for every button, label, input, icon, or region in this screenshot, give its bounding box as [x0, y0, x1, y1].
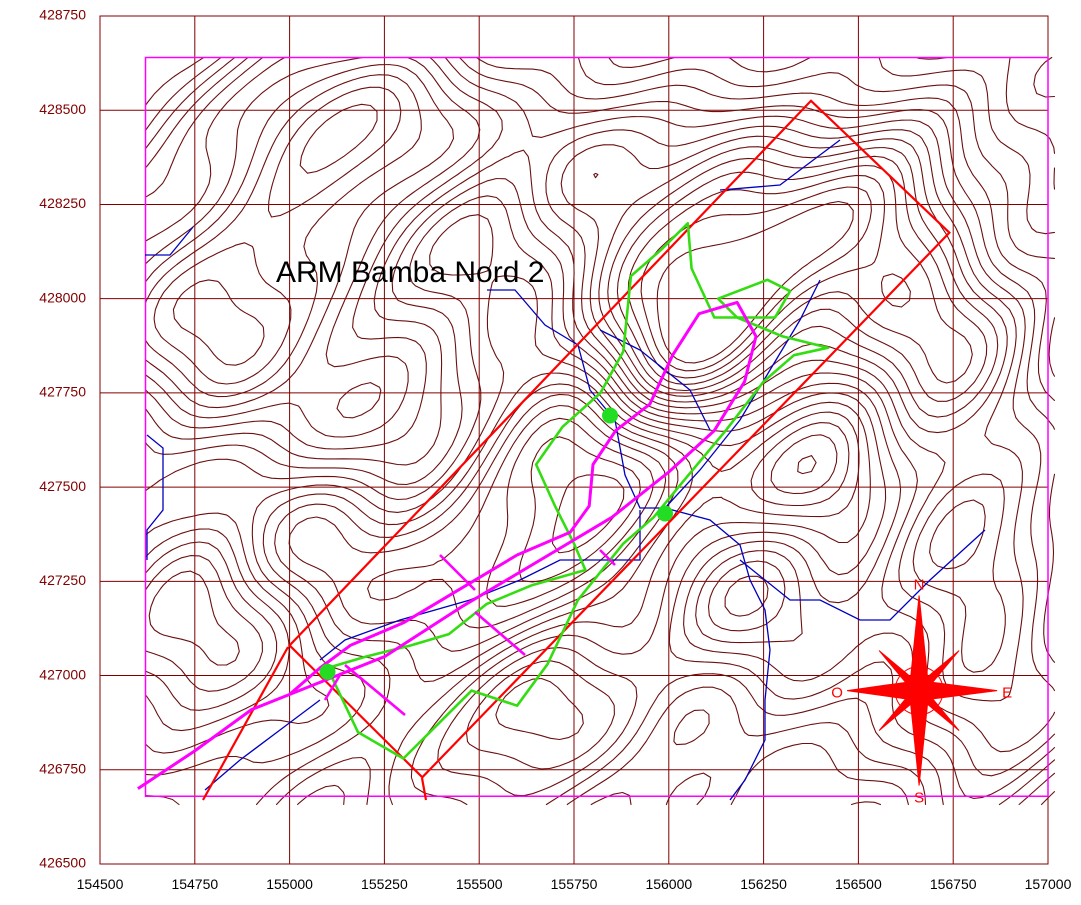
compass-south-arm — [909, 689, 929, 786]
x-tick-label: 156750 — [930, 876, 977, 892]
stream-line — [319, 510, 641, 661]
survey-frame — [144, 56, 1049, 797]
y-tick-label: 428250 — [39, 195, 86, 211]
y-axis-labels: 428750 428500 428250 428000 427750 427500 4272… — [39, 7, 86, 871]
y-tick-label: 427500 — [39, 478, 86, 494]
stream-line — [739, 529, 986, 621]
stream-line — [664, 279, 821, 509]
zone-outline-polygon — [326, 222, 830, 760]
boundary-extension-line — [202, 646, 289, 801]
compass-label-north: N — [914, 577, 925, 594]
zone-outline — [326, 222, 830, 760]
track-branch-line — [323, 674, 342, 701]
compass-label-east: E — [1002, 685, 1012, 702]
compass-nw-arm — [878, 650, 920, 692]
survey-points — [319, 407, 674, 680]
track-branch-line — [439, 554, 476, 591]
x-tick-label: 155750 — [551, 876, 598, 892]
compass-label-south: S — [914, 790, 924, 807]
track-branch-line — [344, 664, 406, 716]
compass-label-west: O — [831, 685, 843, 702]
stream-line — [719, 139, 841, 191]
stream-line — [204, 699, 321, 791]
y-tick-label: 427000 — [39, 666, 86, 682]
compass-ring — [894, 666, 944, 716]
x-tick-label: 155500 — [456, 876, 503, 892]
y-tick-label: 428750 — [39, 7, 86, 23]
y-tick-label: 427250 — [39, 572, 86, 588]
stream-line — [145, 226, 194, 256]
x-axis-labels: 154500 154750 155000 155250 155500 155750 1560… — [77, 876, 1072, 892]
track-branch-line — [599, 549, 616, 566]
survey-point-marker — [602, 407, 619, 424]
x-tick-label: 157000 — [1025, 876, 1072, 892]
x-tick-label: 156500 — [835, 876, 882, 892]
x-tick-label: 155250 — [361, 876, 408, 892]
track-branch-line — [474, 611, 526, 656]
survey-point-marker — [319, 663, 336, 680]
map-title: ARM Bamba Nord 2 — [276, 256, 544, 289]
survey-frame-rect — [144, 56, 1049, 797]
x-tick-label: 156250 — [740, 876, 787, 892]
permit-boundary-polygon — [288, 99, 951, 779]
stream-line — [146, 434, 164, 560]
coordinate-grid — [99, 15, 1049, 865]
stream-line — [664, 507, 771, 801]
x-tick-label: 156000 — [645, 876, 692, 892]
x-tick-label: 155000 — [266, 876, 313, 892]
compass-north-arm — [909, 595, 929, 692]
compass-rose: N S E O — [831, 577, 1012, 807]
x-tick-label: 154500 — [77, 876, 124, 892]
y-tick-label: 428000 — [39, 289, 86, 305]
y-tick-label: 427750 — [39, 384, 86, 400]
y-tick-label: 426500 — [39, 855, 86, 871]
permit-boundary — [202, 99, 951, 801]
track-lines — [137, 300, 758, 790]
boundary-extension-line — [420, 777, 428, 801]
x-tick-label: 154750 — [171, 876, 218, 892]
y-tick-label: 426750 — [39, 760, 86, 776]
y-tick-label: 428500 — [39, 101, 86, 117]
survey-point-marker — [657, 505, 674, 522]
stream-network — [145, 139, 986, 801]
